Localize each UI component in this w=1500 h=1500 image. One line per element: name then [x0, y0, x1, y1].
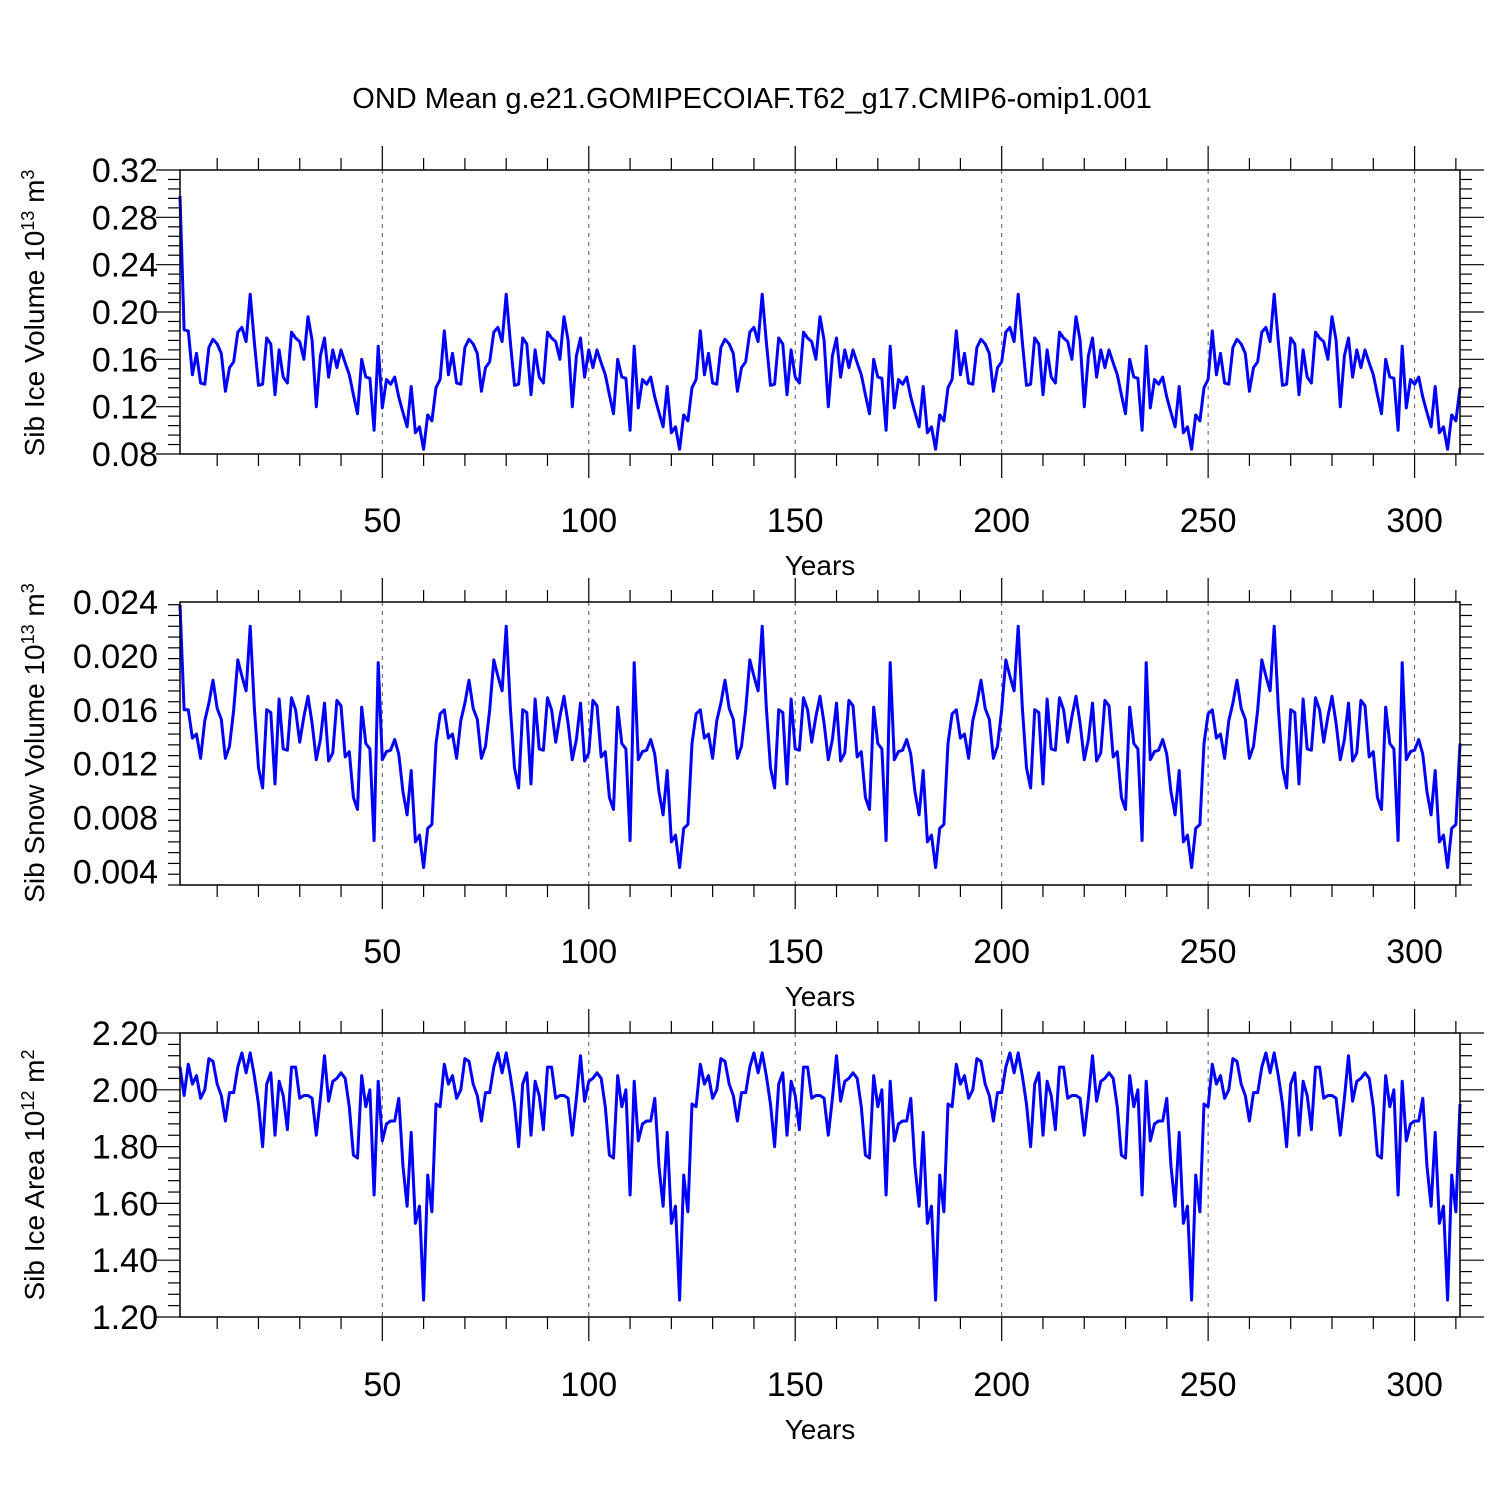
y-tick-label: 0.24: [92, 247, 158, 285]
x-tick-label: 300: [1386, 1366, 1443, 1404]
y-tick-label: 0.16: [92, 341, 158, 379]
chart-panel-3: 1.20 1.40 1.60 1.80 2.00 2.20 50 100 150 200 250 30…: [18, 1009, 1484, 1445]
y-tick-label: 0.08: [92, 436, 158, 474]
data-series-line: [178, 604, 1462, 869]
x-tick-label: 300: [1386, 933, 1443, 971]
y-axis-label: Sib Snow Volume 1013 m3: [18, 583, 50, 903]
data-series-line: [178, 195, 1462, 451]
x-tick-label: 50: [363, 933, 401, 971]
y-tick-label: 0.004: [73, 854, 158, 892]
x-tick-label: 250: [1180, 502, 1237, 540]
y-tick-label: 0.32: [92, 152, 158, 190]
x-tick-label: 150: [767, 502, 824, 540]
x-tick-label: 250: [1180, 933, 1237, 971]
y-tick-label: 1.60: [92, 1185, 158, 1223]
y-tick-label: 0.020: [73, 638, 158, 676]
y-axis-label: Sib Ice Area 1012 m2: [18, 1049, 50, 1300]
x-tick-label: 300: [1386, 502, 1443, 540]
x-tick-label: 200: [973, 502, 1030, 540]
chart-panel-1: 0.08 0.12 0.16 0.20 0.24 0.28 0.32 50 100 150 200 2…: [18, 146, 1484, 581]
y-tick-label: 0.024: [73, 584, 158, 622]
y-tick-label: 0.12: [92, 389, 158, 427]
x-tick-label: 200: [973, 933, 1030, 971]
y-tick-label: 2.00: [92, 1072, 158, 1110]
x-tick-label: 150: [767, 1366, 824, 1404]
chart-panel-2: 0.004 0.008 0.012 0.016 0.020 0.024 50 100 150 20…: [18, 578, 1472, 1012]
x-axis-label: Years: [785, 1414, 856, 1445]
y-tick-label: 0.016: [73, 692, 158, 730]
plot-frame: [179, 169, 1461, 455]
y-tick-label: 0.28: [92, 199, 158, 237]
plot-frame: [179, 1032, 1461, 1318]
x-tick-label: 50: [363, 1366, 401, 1404]
x-tick-label: 150: [767, 933, 824, 971]
y-tick-label: 0.012: [73, 746, 158, 784]
figure-title: OND Mean g.e21.GOMIPECOIAF.T62_g17.CMIP6…: [352, 83, 1151, 115]
plot-frame: [179, 601, 1461, 886]
y-tick-label: 0.008: [73, 800, 158, 838]
y-tick-label: 1.40: [92, 1242, 158, 1280]
x-tick-label: 100: [560, 1366, 617, 1404]
x-tick-label: 100: [560, 502, 617, 540]
y-axis-label: Sib Ice Volume 1013 m3: [18, 170, 50, 457]
y-tick-label: 0.20: [92, 294, 158, 332]
x-axis-label: Years: [785, 550, 856, 581]
data-series-line: [178, 1051, 1462, 1302]
x-axis-label: Years: [785, 981, 856, 1012]
x-tick-label: 200: [973, 1366, 1030, 1404]
y-tick-label: 2.20: [92, 1015, 158, 1053]
x-tick-label: 250: [1180, 1366, 1237, 1404]
y-tick-label: 1.80: [92, 1129, 158, 1167]
x-tick-label: 50: [363, 502, 401, 540]
y-tick-label: 1.20: [92, 1299, 158, 1337]
x-tick-label: 100: [560, 933, 617, 971]
